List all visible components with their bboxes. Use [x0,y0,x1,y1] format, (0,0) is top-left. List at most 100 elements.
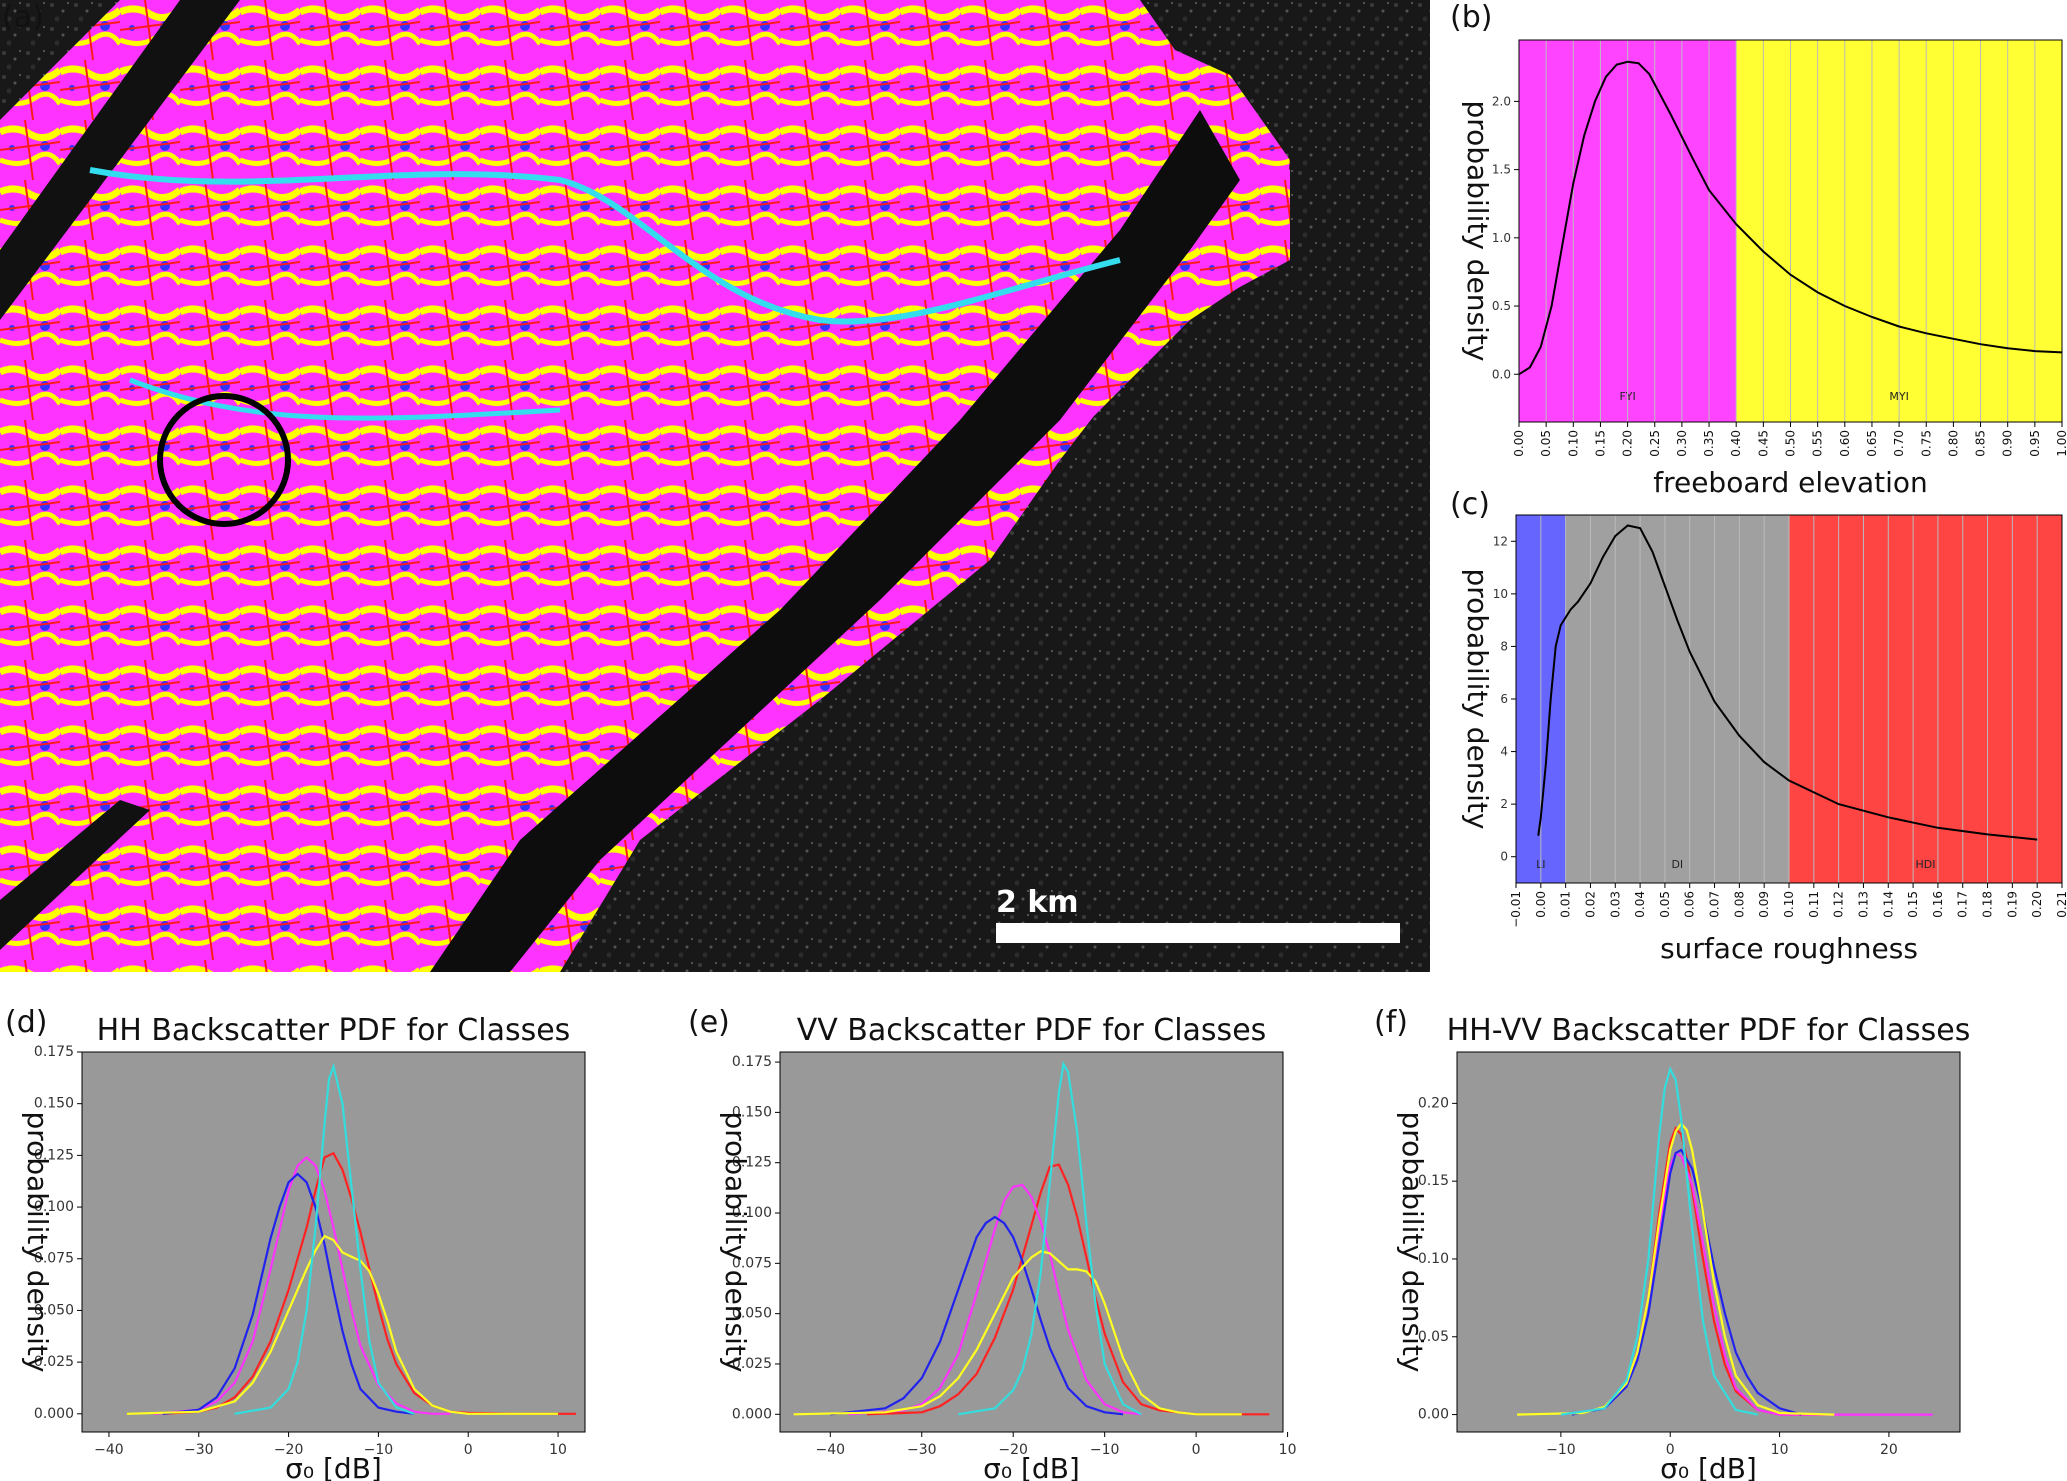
y-tick-label: 0.20 [1418,1095,1449,1111]
x-tick-label: 0.06 [1683,891,1697,918]
dark-lead [430,110,1240,972]
x-tick-label: 0.13 [1856,891,1870,918]
y-tick-label: 0.0 [1492,367,1511,381]
x-tick-label: 0.08 [1732,891,1746,918]
scale-bar [996,923,1400,943]
x-tick-label: 0.10 [1782,891,1796,918]
region-HDI [1789,515,2062,883]
series-line-e-4 [958,1060,1142,1416]
x-tick-label: 0.40 [1729,430,1743,457]
y-tick-label: 1.0 [1492,231,1511,245]
y-tick-label: 12 [1493,534,1508,548]
map-canvas: 2 km [0,0,1430,972]
series-line-e-0 [866,1163,1270,1416]
panel-label-a: (a) [2,0,44,35]
y-tick-label: 0.050 [34,1302,74,1318]
x-tick-label: 0.00 [1512,430,1526,457]
x-tick-label: 0.01 [1559,891,1573,918]
x-tick-label: 0.14 [1881,891,1895,918]
y-tick-label: 0.05 [1418,1329,1449,1345]
panel-label-e: (e) [688,1005,730,1040]
x-axis-label-c: surface roughness [1660,932,1918,965]
region-label-HDI: HDI [1916,858,1936,871]
x-tick-label: 0.07 [1708,891,1722,918]
x-tick-label: 0.45 [1756,430,1770,457]
x-tick-label: 0.18 [1981,891,1995,918]
series-line-b-0 [1518,60,2063,376]
x-tick-label: 0.05 [1539,430,1553,457]
x-tick-label: 0.10 [1566,430,1580,457]
y-axis-label-f: probability density [1396,1112,1429,1373]
series-line-e-1 [848,1183,1142,1416]
x-tick-label: 0.21 [2055,891,2067,918]
y-tick-label: 0.050 [732,1306,772,1322]
x-tick-label: 0.15 [1593,430,1607,457]
series-line-d-3 [126,1234,559,1415]
plot-frame-b [1518,39,2063,423]
panel-label-b: (b) [1450,0,1493,35]
y-tick-label: 0.025 [732,1356,772,1372]
x-tick-label: 0.15 [1906,891,1920,918]
x-tick-label: −10 [1090,1442,1120,1458]
x-tick-label: 0.09 [1757,891,1771,918]
series-line-c-0 [1537,524,2038,841]
y-tick-label: 0.125 [34,1147,74,1163]
y-tick-label: 0.175 [34,1044,74,1060]
x-tick-label: 20 [1880,1442,1898,1458]
chart-title-f: HH-VV Backscatter PDF for Classes [1447,1013,1971,1048]
y-tick-label: 6 [1500,692,1508,706]
region-DI [1565,515,1789,883]
chart-title-e: VV Backscatter PDF for Classes [797,1013,1267,1048]
x-axis-label-d: σ₀ [dB] [285,1452,382,1481]
water-channel-2 [129,377,561,421]
x-tick-label: 1.00 [2055,430,2067,457]
x-tick-label: 0.02 [1583,891,1597,918]
x-tick-label: 0.30 [1675,430,1689,457]
series-line-f-4 [1560,1066,1758,1416]
y-tick-label: 2.0 [1492,94,1511,108]
x-tick-label: 10 [549,1442,567,1458]
y-tick-label: 2 [1500,797,1508,811]
x-tick-label: 0.03 [1608,891,1622,918]
x-tick-label: −30 [907,1442,937,1458]
panel-label-c: (c) [1450,487,1490,522]
ice-floe-main [0,0,1290,972]
y-tick-label: 0.5 [1492,299,1511,313]
x-tick-label: 10 [1279,1442,1297,1458]
x-tick-label: −40 [816,1442,846,1458]
x-tick-label: −0.01 [1509,891,1523,928]
dark-strip-2 [0,800,150,950]
y-tick-label: 1.5 [1492,163,1511,177]
plot-frame-d [81,1051,586,1433]
x-tick-label: 0.70 [1892,430,1906,457]
x-tick-label: 0.04 [1633,891,1647,918]
y-tick-label: 0.00 [1418,1407,1449,1423]
x-tick-label: 0.16 [1931,891,1945,918]
x-tick-label: 0 [1192,1442,1201,1458]
x-tick-label: 0.19 [2005,891,2019,918]
x-axis-label-e: σ₀ [dB] [983,1452,1080,1481]
series-line-e-3 [793,1250,1242,1416]
highlight-circle [157,393,291,527]
x-tick-label: 0.90 [2001,430,2015,457]
scale-label: 2 km [996,885,1079,920]
y-tick-label: 0.075 [34,1251,74,1267]
chart-title-d: HH Backscatter PDF for Classes [97,1013,571,1048]
x-tick-label: 0 [464,1442,473,1458]
y-tick-label: 0.075 [732,1255,772,1271]
dark-strip-1 [0,0,240,320]
x-tick-label: 0.12 [1832,891,1846,918]
x-tick-label: 0.75 [1919,430,1933,457]
panel-label-f: (f) [1374,1005,1408,1040]
x-tick-label: 0.11 [1807,891,1821,918]
y-axis-label-c: probability density [1461,569,1494,830]
y-tick-label: 0.000 [34,1406,74,1422]
y-tick-label: 0.150 [34,1096,74,1112]
x-tick-label: 0.50 [1784,430,1798,457]
y-tick-label: 0.100 [732,1205,772,1221]
x-tick-label: 0.60 [1838,430,1852,457]
y-tick-label: 0 [1500,850,1508,864]
classified-sea-ice-map: 2 km [0,0,1430,972]
